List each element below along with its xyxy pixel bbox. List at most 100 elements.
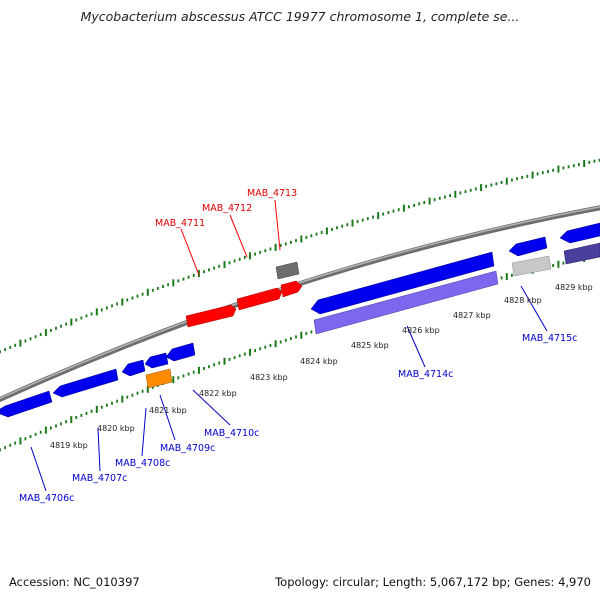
gene-label-mab-4714c[interactable]: MAB_4714c bbox=[398, 369, 453, 380]
upper-ruler-major-tick bbox=[249, 252, 251, 260]
gene-label-mab-4710c[interactable]: MAB_4710c bbox=[204, 428, 259, 439]
upper-ruler-minor-tick bbox=[187, 275, 190, 279]
upper-ruler-minor-tick bbox=[192, 273, 195, 277]
upper-ruler-minor-tick bbox=[331, 227, 333, 231]
kbp-label: 4824 kbp bbox=[300, 357, 338, 366]
gene-label-mab-4711[interactable]: MAB_4711 bbox=[155, 218, 205, 229]
upper-ruler-minor-tick bbox=[305, 235, 308, 239]
gene-label-mab-4713[interactable]: MAB_4713 bbox=[247, 188, 297, 199]
upper-ruler-minor-tick bbox=[65, 322, 67, 326]
upper-ruler-minor-tick bbox=[24, 339, 27, 343]
upper-ruler-minor-tick bbox=[254, 252, 256, 256]
upper-ruler-minor-tick bbox=[397, 208, 400, 212]
lower-ruler-minor-tick bbox=[65, 420, 67, 424]
lower-ruler-minor-tick bbox=[39, 430, 42, 434]
upper-ruler-major-tick bbox=[454, 190, 457, 198]
gene-label-mab-4708c[interactable]: MAB_4708c bbox=[115, 458, 170, 469]
purple-feature-mab-4714c[interactable] bbox=[313, 270, 499, 335]
upper-ruler-minor-tick bbox=[264, 249, 267, 253]
lower-ruler-major-tick bbox=[249, 348, 251, 356]
upper-ruler-minor-tick bbox=[511, 178, 513, 182]
lower-ruler-major-tick bbox=[172, 376, 175, 384]
upper-ruler-minor-tick bbox=[356, 220, 359, 224]
grey-feature[interactable] bbox=[275, 261, 300, 280]
upper-ruler-minor-tick bbox=[218, 264, 221, 268]
upper-ruler-minor-tick bbox=[243, 256, 246, 259]
gene-feature-mab-4708c[interactable] bbox=[121, 359, 146, 377]
gene-feature-mab-4714c[interactable] bbox=[310, 251, 495, 315]
upper-ruler-minor-tick bbox=[423, 201, 426, 204]
gene-feature-mab-4713[interactable] bbox=[280, 280, 303, 298]
upper-ruler-minor-tick bbox=[464, 190, 467, 194]
light-grey-feature[interactable] bbox=[511, 255, 552, 277]
upper-ruler-minor-tick bbox=[438, 196, 441, 200]
upper-ruler-major-tick bbox=[583, 160, 586, 167]
lower-ruler-major-tick bbox=[300, 331, 303, 339]
lower-ruler-minor-tick bbox=[34, 432, 37, 436]
gene-label-mab-4707c[interactable]: MAB_4707c bbox=[72, 473, 127, 484]
forward-gene-track bbox=[185, 280, 303, 328]
upper-ruler-minor-tick bbox=[126, 298, 129, 302]
lower-ruler-minor-tick bbox=[55, 424, 57, 428]
upper-ruler-minor-tick bbox=[346, 223, 349, 227]
upper-ruler-minor-tick bbox=[341, 224, 344, 228]
lower-ruler-major-tick bbox=[121, 395, 124, 403]
upper-ruler-minor-tick bbox=[50, 328, 52, 332]
lower-ruler-minor-tick bbox=[90, 409, 93, 413]
lower-ruler-minor-tick bbox=[500, 276, 503, 280]
lower-ruler-minor-tick bbox=[305, 332, 308, 336]
upper-ruler-minor-tick bbox=[177, 279, 180, 283]
upper-ruler-minor-tick bbox=[116, 302, 118, 306]
upper-ruler-minor-tick bbox=[387, 211, 390, 215]
gene-feature-mab-4711[interactable] bbox=[185, 304, 237, 328]
lower-ruler-minor-tick bbox=[111, 401, 113, 405]
lower-ruler-minor-tick bbox=[187, 372, 190, 376]
lower-ruler-minor-tick bbox=[511, 273, 513, 277]
genome-summary: Topology: circular; Length: 5,067,172 bp… bbox=[275, 575, 591, 589]
gene-feature-mab-4712[interactable] bbox=[236, 287, 283, 311]
gene-feature-mab-4710c[interactable] bbox=[165, 342, 196, 362]
gene-label-mab-4706c[interactable]: MAB_4706c bbox=[19, 493, 74, 504]
gene-feature-mab-4715c[interactable] bbox=[508, 236, 548, 257]
upper-ruler-minor-tick bbox=[578, 163, 580, 167]
lower-ruler-minor-tick bbox=[131, 393, 134, 397]
lower-ruler-minor-tick bbox=[14, 441, 17, 445]
lower-ruler-minor-tick bbox=[136, 391, 139, 395]
upper-ruler-major-tick bbox=[557, 165, 560, 173]
upper-ruler-major-tick bbox=[19, 339, 22, 347]
upper-ruler-minor-tick bbox=[320, 231, 323, 234]
lower-ruler-minor-tick bbox=[24, 437, 27, 441]
upper-ruler-minor-tick bbox=[233, 259, 236, 263]
upper-ruler-minor-tick bbox=[444, 195, 446, 199]
lower-ruler-minor-tick bbox=[284, 338, 287, 342]
upper-ruler-minor-tick bbox=[552, 168, 554, 172]
gene-label-mab-4715c[interactable]: MAB_4715c bbox=[522, 333, 577, 344]
lower-ruler bbox=[0, 253, 600, 452]
gene-label-mab-4712[interactable]: MAB_4712 bbox=[202, 203, 252, 214]
upper-ruler-minor-tick bbox=[474, 187, 477, 191]
lower-ruler-major-tick bbox=[557, 260, 560, 268]
upper-ruler-minor-tick bbox=[372, 215, 374, 219]
upper-ruler-minor-tick bbox=[55, 326, 57, 330]
gene-feature-mab-4706c[interactable] bbox=[0, 390, 53, 418]
orange-feature[interactable] bbox=[145, 368, 173, 389]
gene-feature-mab-4709c[interactable] bbox=[144, 352, 169, 369]
gene-feature-mab-4707c[interactable] bbox=[52, 368, 119, 398]
upper-ruler-minor-tick bbox=[269, 247, 272, 251]
upper-ruler-minor-tick bbox=[14, 343, 17, 347]
dark-purple-feature[interactable] bbox=[563, 242, 600, 265]
upper-ruler-minor-tick bbox=[228, 261, 231, 265]
upper-ruler-minor-tick bbox=[106, 306, 108, 310]
upper-ruler-minor-tick bbox=[90, 312, 93, 316]
gene-label-mab-4709c[interactable]: MAB_4709c bbox=[160, 443, 215, 454]
upper-ruler-major-tick bbox=[95, 308, 98, 316]
lower-ruler-minor-tick bbox=[208, 365, 210, 369]
upper-ruler-minor-tick bbox=[136, 294, 139, 298]
gene-feature-next[interactable] bbox=[559, 222, 600, 244]
kbp-label: 4828 kbp bbox=[504, 296, 542, 305]
upper-ruler-minor-tick bbox=[238, 257, 241, 261]
upper-ruler-minor-tick bbox=[366, 217, 369, 221]
upper-ruler-minor-tick bbox=[567, 165, 570, 169]
upper-ruler-minor-tick bbox=[336, 226, 338, 230]
